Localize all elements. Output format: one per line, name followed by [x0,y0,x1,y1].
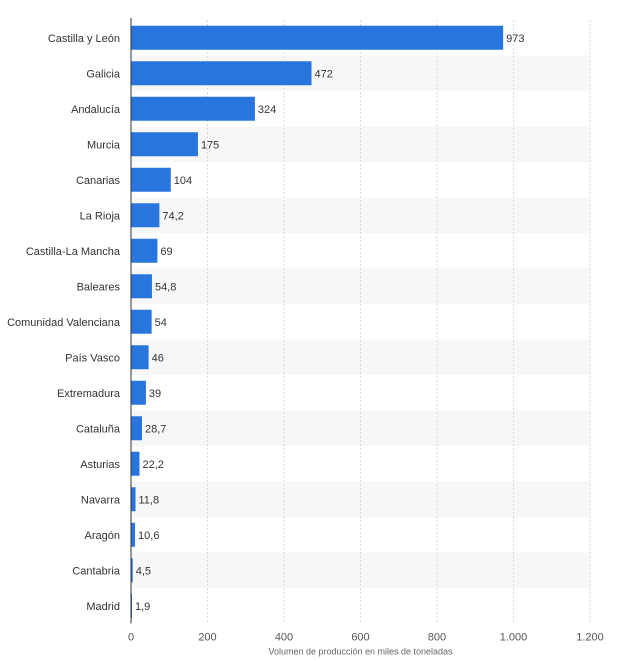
value-label: 74,2 [162,210,183,222]
value-label: 46 [152,352,164,364]
category-label: Asturias [80,459,120,471]
x-tick-label: 600 [351,632,369,644]
category-label: Navarra [81,494,121,506]
value-label: 973 [506,33,524,45]
value-label: 4,5 [136,565,151,577]
x-axis-ticks: 0 200 400 600 800 1.000 1.200 [128,632,604,644]
value-label: 54,8 [155,281,176,293]
category-label: Extremadura [57,388,121,400]
bar[interactable] [131,274,152,299]
value-label: 472 [315,68,333,80]
bar[interactable] [131,309,152,334]
category-label: Baleares [77,281,121,293]
bars-group [131,25,504,618]
value-label: 104 [174,175,192,187]
x-tick-label: 800 [428,632,446,644]
bar[interactable] [131,380,146,405]
bar[interactable] [131,345,149,370]
category-label: Aragón [85,530,120,542]
category-label: Comunidad Valenciana [7,317,121,329]
value-label: 175 [201,139,219,151]
category-label: Castilla-La Mancha [26,246,121,258]
value-label: 28,7 [145,423,166,435]
category-label: Andalucía [71,104,121,116]
category-label: Galicia [86,68,121,80]
x-tick-label: 1.200 [576,632,604,644]
bar[interactable] [131,167,171,192]
bar[interactable] [131,238,158,263]
value-labels: 973 472 324 175 104 74,2 69 54,8 54 46 39 28,7 22,2 1… [135,33,525,613]
value-label: 1,9 [135,601,150,613]
category-label: Castilla y León [48,33,120,45]
value-label: 10,6 [138,530,159,542]
category-label: Murcia [87,139,121,151]
bar[interactable] [131,203,160,228]
bar[interactable] [131,416,142,441]
category-label: La Rioja [80,210,121,222]
bar[interactable] [131,451,140,476]
bar[interactable] [131,96,255,121]
x-tick-label: 1.000 [500,632,528,644]
x-tick-label: 200 [198,632,216,644]
value-label: 39 [149,388,161,400]
bar[interactable] [131,487,136,512]
category-labels: Castilla y León Galicia Andalucía Murcia Can… [7,33,121,613]
value-label: 324 [258,104,276,116]
row-band [131,481,590,517]
category-label: Canarias [76,175,121,187]
bar[interactable] [131,558,133,583]
bar[interactable] [131,61,312,86]
value-label: 11,8 [139,494,160,506]
bar[interactable] [131,522,136,547]
row-band [131,197,590,233]
row-band [131,268,590,304]
category-label: Cataluña [76,423,121,435]
x-tick-label: 0 [128,632,134,644]
value-label: 22,2 [142,459,163,471]
category-label: País Vasco [65,352,120,364]
value-label: 69 [160,246,172,258]
category-label: Cantabria [72,565,121,577]
x-axis-title: Volumen de producción en miles de tonela… [268,647,453,657]
bar[interactable] [131,132,198,157]
category-label: Madrid [86,601,120,613]
bar[interactable] [131,25,504,50]
value-label: 54 [155,317,167,329]
row-band [131,552,590,588]
x-tick-label: 400 [275,632,293,644]
